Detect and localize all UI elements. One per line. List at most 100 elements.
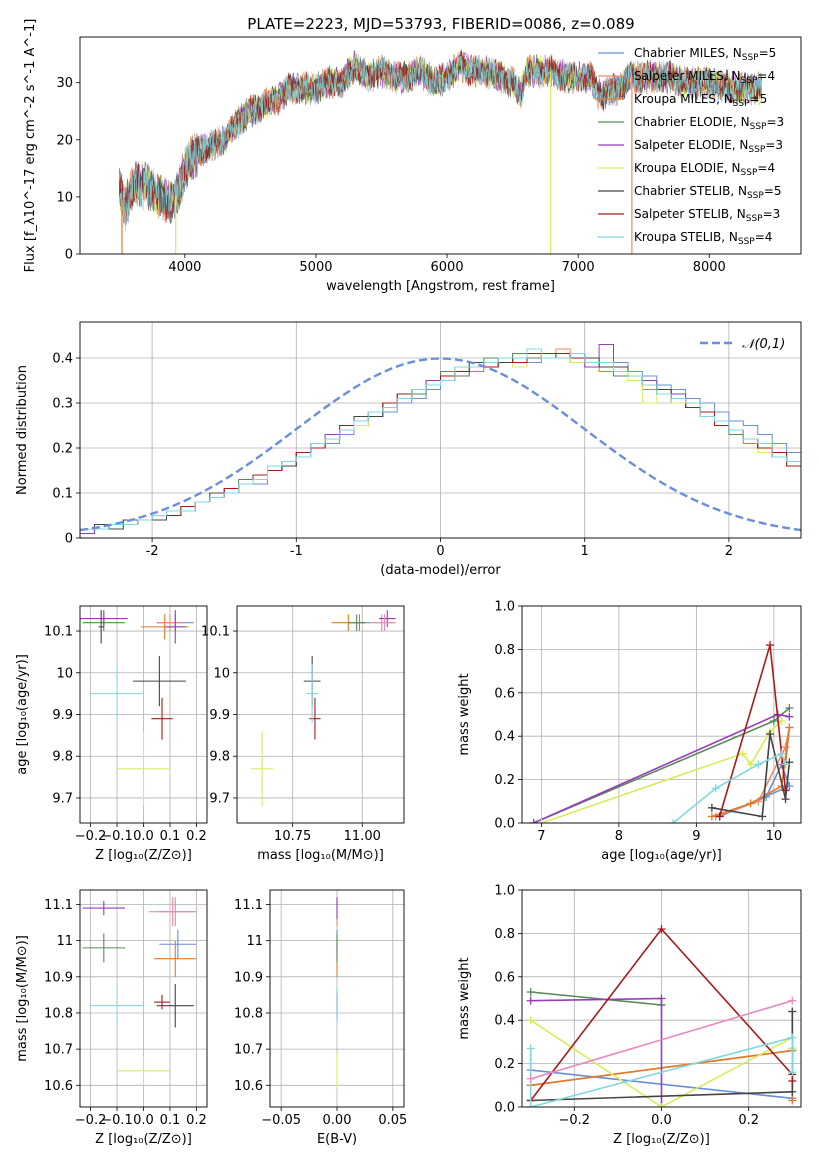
weight-marker-extra-pink — [788, 996, 797, 1005]
errorbar-kroupa-stelib — [90, 987, 144, 1024]
x-tick-label: 10 — [766, 829, 783, 844]
histogram-chabrier-stelib — [80, 353, 801, 538]
spectrum-line-kroupa-stelib — [119, 54, 762, 226]
weight-marker-kroupa-elodie — [738, 749, 747, 758]
histogram-salpeter-elodie — [80, 344, 801, 538]
histogram-kroupa-miles — [80, 353, 801, 538]
x-tick-label: 0.2 — [738, 1113, 759, 1128]
y-tick-label: 11 — [246, 934, 263, 949]
y-axis-label: Normed distribution — [15, 365, 30, 495]
x-tick-label: −0.1 — [101, 1113, 133, 1128]
legend-label-normal: 𝒩(0,1) — [742, 337, 785, 352]
y-tick-label: 10.8 — [234, 1006, 263, 1021]
histogram-kroupa-stelib — [80, 348, 801, 538]
errorbar-salpeter-miles — [156, 614, 184, 632]
errorbar-salpeter-elodie — [164, 610, 186, 644]
errorbar-chabrier-miles — [159, 929, 197, 959]
axes-frame — [79, 36, 802, 255]
x-tick-label: 0.00 — [323, 1113, 352, 1128]
errorbar-salpeter-stelib — [309, 697, 321, 740]
y-tick-label: 0.3 — [52, 397, 73, 412]
x-tick-label: -1 — [290, 544, 303, 559]
y-tick-label: 11.1 — [234, 898, 263, 913]
legend-label-kroupa-stelib: Kroupa STELIB, NSSP=4 — [634, 230, 772, 247]
y-tick-label: 9.7 — [209, 791, 230, 806]
legend-series-name: Kroupa MILES — [634, 92, 716, 106]
y-tick-label: 0.0 — [494, 1101, 515, 1116]
y-tick-label: 0.0 — [494, 817, 515, 832]
y-axis-label: mass [log₁₀(M/M⊙)] — [15, 935, 30, 1062]
axes-frame — [79, 321, 802, 539]
x-axis-label: Z [log₁₀(Z/Z⊙)] — [95, 848, 192, 863]
axes-frame — [79, 889, 208, 1108]
y-tick-label: 0.2 — [52, 442, 73, 457]
normal-curve — [80, 357, 801, 532]
y-tick-label: 9.9 — [209, 708, 230, 723]
weight-marker-chabrier-stelib — [766, 730, 774, 739]
weight-marker-kroupa-elodie — [526, 1016, 535, 1025]
weight-marker-kroupa-stelib — [669, 819, 678, 823]
grid — [80, 606, 207, 823]
errorbar-salpeter-stelib — [154, 994, 170, 1010]
mass-weight-vs-z-panel: −0.2 0.0 0.2 0.0 0.2 0.4 0.6 0.8 1.0 Z [log₁₀(Z/Z… — [457, 884, 802, 1147]
y-tick-label: 10.6 — [44, 1079, 73, 1094]
y-tick-label: 10.9 — [234, 970, 263, 985]
legend-label-salpeter-elodie: Salpeter ELODIE, NSSP=3 — [634, 138, 783, 155]
y-tick-label: 0.8 — [494, 643, 515, 658]
x-axis-label: age [log₁₀(age/yr)] — [601, 848, 722, 863]
legend-series-name: Chabrier STELIB — [634, 184, 730, 198]
x-tick-label: −0.05 — [261, 1113, 301, 1128]
errorbar-salpeter-elodie — [82, 900, 125, 916]
histogram-salpeter-miles — [80, 348, 801, 538]
x-tick-label: 2 — [725, 544, 733, 559]
weight-marker-salpeter-miles — [781, 743, 790, 752]
legend-nssp-value: 4 — [765, 230, 773, 244]
weight-marker-kroupa-miles — [788, 1096, 797, 1105]
x-tick-label: 0.0 — [651, 1113, 672, 1128]
x-axis-label: wavelength [Angstrom, rest frame] — [326, 279, 555, 294]
y-tick-label: 0.6 — [494, 686, 515, 701]
axes-frame — [269, 889, 405, 1108]
y-tick-label: 10.6 — [234, 1079, 263, 1094]
x-tick-label: 0.0 — [133, 1113, 154, 1128]
legend-label-salpeter-miles: Salpeter MILES, NSSP=4 — [634, 69, 775, 86]
y-tick-label: 30 — [56, 76, 73, 91]
weight-marker-kroupa-elodie — [537, 819, 546, 823]
legend-series-name: Salpeter STELIB — [634, 207, 729, 221]
errorbar-kroupa-stelib — [90, 664, 144, 723]
weight-marker-salpeter-stelib — [788, 1076, 797, 1085]
weight-marker-salpeter-stelib — [715, 812, 724, 821]
y-tick-label: 0.4 — [494, 730, 515, 745]
legend-nssp-value: 4 — [767, 69, 775, 83]
y-tick-label: 10.9 — [44, 970, 73, 985]
y-tick-label: 10.1 — [201, 625, 230, 640]
spectrum-line-salpeter-elodie — [119, 50, 762, 219]
errorbar-kroupa-elodie — [117, 1056, 170, 1086]
x-tick-label: 1 — [581, 544, 589, 559]
x-axis-label: (data-model)/error — [380, 563, 501, 578]
y-tick-label: 9.8 — [209, 750, 230, 765]
weight-marker-kroupa-stelib — [777, 749, 786, 758]
x-axis-label: mass [log₁₀(M/M⊙)] — [257, 848, 384, 863]
x-tick-label: 8000 — [693, 260, 726, 275]
legend-series-name: Chabrier MILES — [634, 46, 725, 60]
y-tick-label: 9.7 — [52, 791, 73, 806]
spectrum-panel: 4000 5000 6000 7000 8000 0 10 20 30 wavelength [A… — [23, 19, 802, 294]
histogram-kroupa-elodie — [80, 353, 801, 538]
spectrum-line-salpeter-stelib — [119, 51, 762, 224]
errorbar-chabrier-stelib — [156, 984, 194, 1028]
legend-nssp-value: 3 — [773, 207, 781, 221]
plot-area — [80, 610, 194, 807]
weight-marker-kroupa-elodie — [777, 717, 786, 726]
legend-nssp-value: 3 — [777, 115, 785, 129]
weight-marker-kroupa-elodie — [746, 760, 755, 769]
age-vs-mass-panel: 10.75 11.00 9.7 9.8 9.9 10 10.1 mass [log₁₀(M/M… — [201, 605, 405, 863]
legend-series-name: Chabrier ELODIE — [634, 115, 733, 129]
weight-marker-salpeter-elodie — [657, 994, 666, 1003]
x-axis-label: Z [log₁₀(Z/Z⊙)] — [613, 1132, 710, 1147]
mass-vs-z-panel: −0.2−0.1 0.0 0.1 0.2 10.6 10.7 10.8 10.9 11 11.1 Z… — [15, 889, 208, 1147]
legend-nssp-value: 4 — [767, 161, 775, 175]
weight-marker-kroupa-stelib — [781, 760, 790, 769]
errorbar-kroupa-elodie — [250, 731, 274, 807]
